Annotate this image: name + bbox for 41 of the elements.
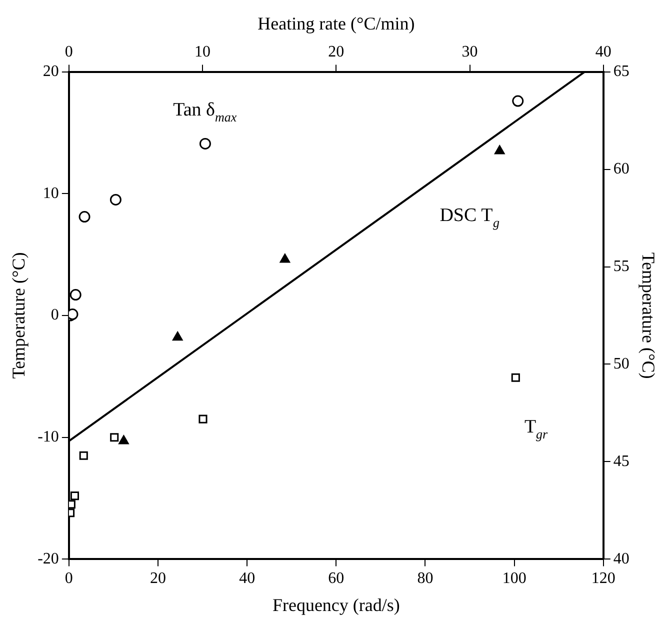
x-axis-title: Frequency (rad/s) [272, 594, 400, 615]
x-tick-label: 40 [239, 570, 256, 588]
point [494, 145, 505, 154]
y-axis-title: Temperature (°C) [8, 252, 29, 379]
x2-tick-label: 0 [64, 43, 73, 60]
y-tick-label: 20 [42, 63, 59, 80]
point [172, 332, 183, 341]
point [79, 451, 88, 460]
point [280, 254, 290, 263]
point [512, 95, 524, 107]
x2-tick-label: 10 [194, 43, 211, 60]
y2-tick-label: 60 [613, 160, 630, 178]
point [110, 194, 122, 206]
x2-tick-label: 30 [462, 43, 478, 60]
y2-tick-label: 40 [613, 550, 630, 568]
y-tick-label: 0 [50, 306, 59, 324]
x-tick-label: 0 [64, 570, 73, 588]
point [70, 492, 80, 500]
point [199, 138, 211, 150]
x-tick-label: 120 [591, 570, 616, 588]
x2-tick-label: 40 [595, 43, 612, 60]
x-tick-label: 60 [328, 570, 344, 588]
x-tick-label: 100 [502, 570, 526, 588]
x2-axis-title: Heating rate (°C/min) [258, 14, 415, 34]
point [198, 414, 208, 424]
y-tick-label: -10 [38, 428, 59, 446]
y2-tick-label: 55 [613, 258, 630, 275]
point [70, 289, 82, 301]
point [110, 433, 119, 442]
x2-tick-label: 20 [328, 43, 344, 60]
point [78, 211, 90, 223]
point [118, 435, 129, 444]
y2-tick-label: 50 [613, 355, 630, 372]
point [511, 373, 520, 382]
y2-tick-label: 65 [613, 63, 630, 80]
x-tick-label: 80 [417, 570, 434, 588]
x-tick-label: 20 [150, 570, 166, 588]
y2-tick-label: 45 [613, 452, 630, 470]
y-tick-label: 10 [42, 184, 59, 202]
y-tick-label: -20 [38, 550, 59, 568]
y2-axis-title: Temperature (°C) [638, 252, 658, 379]
